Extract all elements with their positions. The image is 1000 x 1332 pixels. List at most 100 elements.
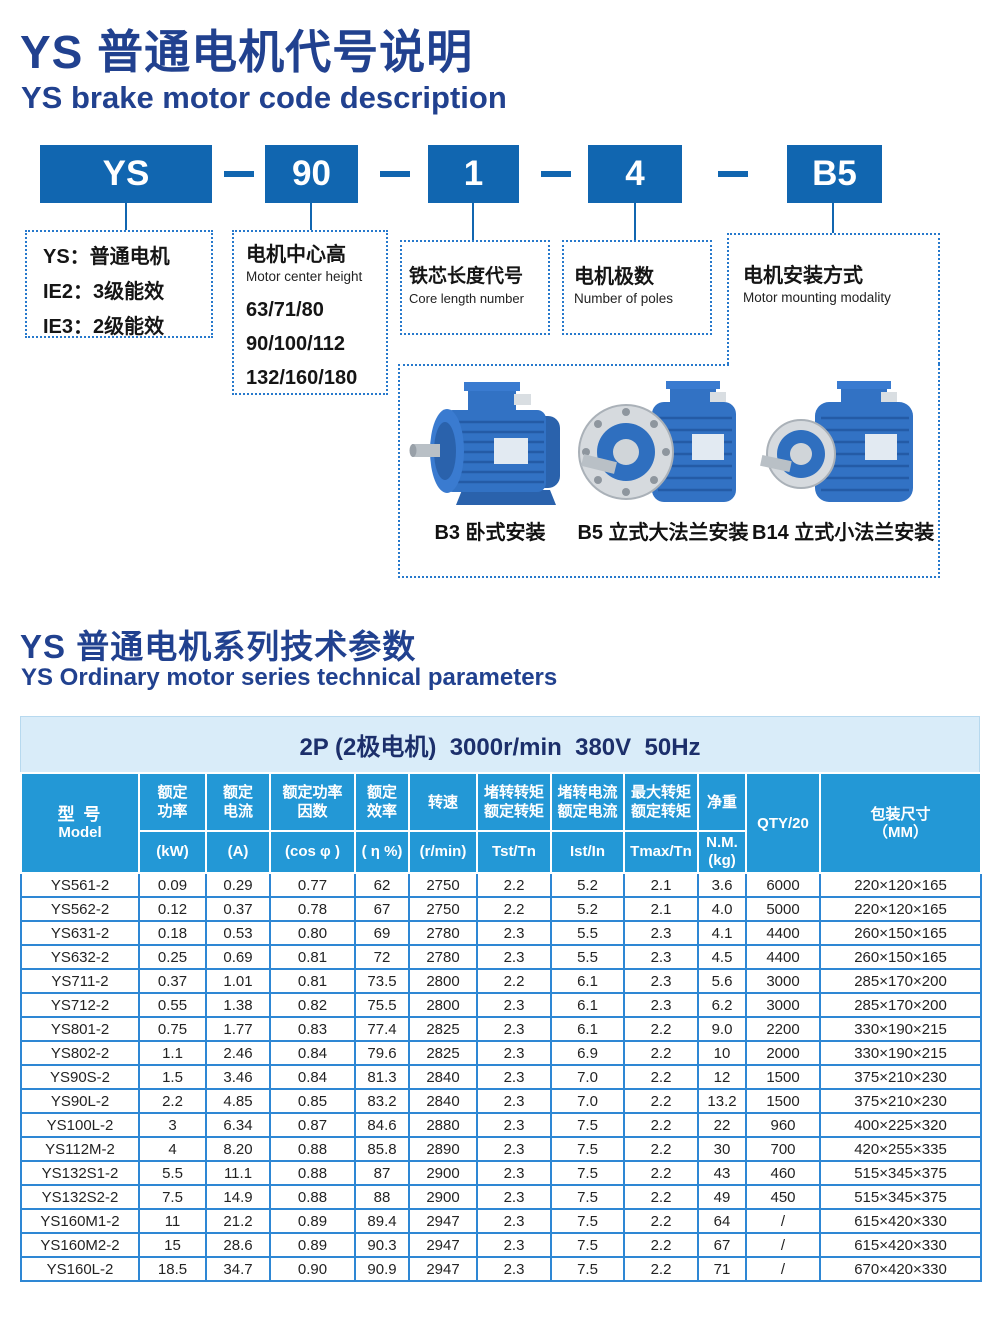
value-cell: 0.90 — [269, 1256, 356, 1282]
value-cell: 62 — [354, 872, 410, 898]
connector-line — [472, 203, 474, 240]
table-row: YS711-2 0.37 1.01 0.81 73.5 2800 2.2 6.1 2.3 5.6 3… — [20, 968, 982, 994]
dashed-edge — [398, 364, 729, 366]
value-cell: 0.77 — [269, 872, 356, 898]
value-cell: 0.55 — [138, 992, 207, 1018]
value-cell: 0.84 — [269, 1064, 356, 1090]
unit-rpm: (r/min) — [408, 830, 478, 874]
value-cell: 7.5 — [550, 1136, 625, 1162]
col-header-packing: 包装尺寸 （MM） — [819, 772, 982, 874]
desc-box-series: YS：普通电机 IE2：3级能效 IE3：2级能效 — [25, 230, 213, 338]
section2-title-en: YS Ordinary motor series technical param… — [21, 664, 558, 691]
value-cell: 0.85 — [269, 1088, 356, 1114]
value-cell: 2.2 — [623, 1112, 699, 1138]
model-cell: YS801-2 — [20, 1016, 140, 1042]
col-header-max-torque: 最大转矩 额定转矩 — [623, 772, 699, 832]
value-cell: 0.29 — [205, 872, 271, 898]
col-header-weight: 净重 — [697, 772, 747, 832]
value-cell: 2.3 — [476, 920, 552, 946]
table-row: YS801-2 0.75 1.77 0.83 77.4 2825 2.3 6.1 2.2 9.0 2… — [20, 1016, 982, 1042]
value-cell: 2.3 — [476, 1256, 552, 1282]
desc-box-poles: 电机极数 Number of poles — [562, 240, 712, 335]
value-cell: 0.89 — [269, 1232, 356, 1258]
dash-separator — [541, 171, 571, 177]
center-height-zh: 电机中心高 — [246, 244, 346, 266]
value-cell: 1500 — [745, 1088, 821, 1114]
parameters-table-wrap: 2P (2极电机) 3000r/min 380V 50Hz 型 号 Model … — [20, 716, 982, 1282]
value-cell: 10 — [697, 1040, 747, 1066]
value-cell: 6000 — [745, 872, 821, 898]
value-cell: 85.8 — [354, 1136, 410, 1162]
value-cell: 4.1 — [697, 920, 747, 946]
value-cell: 0.81 — [269, 968, 356, 994]
value-cell: 4 — [138, 1136, 207, 1162]
value-cell: 7.5 — [550, 1256, 625, 1282]
connector-line — [310, 203, 312, 230]
value-cell: 375×210×230 — [819, 1088, 982, 1114]
value-cell: 5000 — [745, 896, 821, 922]
motor-b3-image — [409, 382, 560, 505]
value-cell: 1.38 — [205, 992, 271, 1018]
value-cell: 2.2 — [623, 1160, 699, 1186]
unit-kw: (kW) — [138, 830, 207, 874]
value-cell: 0.37 — [205, 896, 271, 922]
value-cell: 260×150×165 — [819, 944, 982, 970]
value-cell: 0.88 — [269, 1184, 356, 1210]
value-cell: 2947 — [408, 1208, 478, 1234]
value-cell: 0.69 — [205, 944, 271, 970]
model-cell: YS90S-2 — [20, 1064, 140, 1090]
model-cell: YS90L-2 — [20, 1088, 140, 1114]
dash-separator — [718, 171, 748, 177]
value-cell: 670×420×330 — [819, 1256, 982, 1282]
code-segment-mount: B5 — [787, 145, 882, 203]
value-cell: 2880 — [408, 1112, 478, 1138]
value-cell: 64 — [697, 1208, 747, 1234]
model-cell: YS160M1-2 — [20, 1208, 140, 1234]
value-cell: 0.78 — [269, 896, 356, 922]
value-cell: 7.0 — [550, 1064, 625, 1090]
value-cell: 2.2 — [476, 896, 552, 922]
value-cell: 2947 — [408, 1232, 478, 1258]
value-cell: 4400 — [745, 920, 821, 946]
value-cell: 2825 — [408, 1016, 478, 1042]
value-cell: 2200 — [745, 1016, 821, 1042]
model-cell: YS711-2 — [20, 968, 140, 994]
value-cell: 2900 — [408, 1184, 478, 1210]
value-cell: 72 — [354, 944, 410, 970]
value-cell: 7.5 — [550, 1160, 625, 1186]
value-cell: 2.2 — [138, 1088, 207, 1114]
value-cell: 2.2 — [623, 1016, 699, 1042]
value-cell: 450 — [745, 1184, 821, 1210]
table-row: YS631-2 0.18 0.53 0.80 69 2780 2.3 5.5 2.3 4.1 440… — [20, 920, 982, 946]
value-cell: 375×210×230 — [819, 1064, 982, 1090]
value-cell: 220×120×165 — [819, 872, 982, 898]
model-cell: YS100L-2 — [20, 1112, 140, 1138]
table-row: YS160M1-2 11 21.2 0.89 89.4 2947 2.3 7.5 2.2 64/6… — [20, 1208, 982, 1234]
value-cell: 75.5 — [354, 992, 410, 1018]
value-cell: 5.5 — [550, 944, 625, 970]
value-cell: 6.1 — [550, 992, 625, 1018]
value-cell: 43 — [697, 1160, 747, 1186]
mounting-en: Motor mounting modality — [743, 290, 891, 305]
value-cell: 11.1 — [205, 1160, 271, 1186]
connector-line — [634, 203, 636, 240]
unit-kg: N.M. (kg) — [697, 830, 747, 874]
value-cell: 2.3 — [476, 1112, 552, 1138]
unit-tst: Tst/Tn — [476, 830, 552, 874]
mounting-b5-caption: B5 立式大法兰安装 — [577, 522, 749, 544]
parameters-table: 型 号 Model 额定 功率 额定 电流 额定功率 因数 额定 效率 转速 堵转转矩额… — [20, 772, 982, 1282]
value-cell: 9.0 — [697, 1016, 747, 1042]
value-cell: 21.2 — [205, 1208, 271, 1234]
value-cell: 15 — [138, 1232, 207, 1258]
value-cell: 2780 — [408, 920, 478, 946]
value-cell: 1500 — [745, 1064, 821, 1090]
value-cell: 18.5 — [138, 1256, 207, 1282]
value-cell: 0.83 — [269, 1016, 356, 1042]
value-cell: 11 — [138, 1208, 207, 1234]
value-cell: 90.9 — [354, 1256, 410, 1282]
value-cell: 4.85 — [205, 1088, 271, 1114]
col-header-qty: QTY/20 — [745, 772, 821, 874]
value-cell: 34.7 — [205, 1256, 271, 1282]
value-cell: 6.34 — [205, 1112, 271, 1138]
poles-zh: 电机极数 — [574, 266, 654, 288]
